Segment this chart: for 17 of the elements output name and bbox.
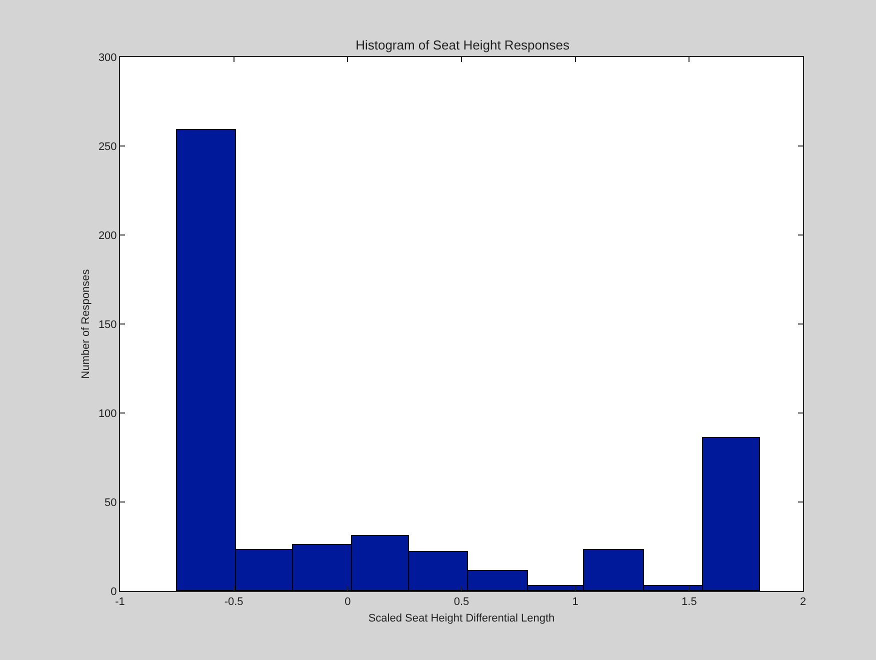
- y-tick-label: 200: [98, 230, 117, 242]
- x-tick-label: 1.5: [682, 596, 697, 608]
- y-tick-label: 150: [98, 318, 117, 331]
- x-tick-label: -0.5: [224, 596, 244, 608]
- y-tick-label: 250: [98, 140, 117, 153]
- y-tick-label: 100: [98, 408, 117, 420]
- y-axis-title: Number of Responses: [80, 268, 92, 379]
- x-tick-label: -1: [115, 596, 125, 608]
- x-tick-label: 0.5: [454, 596, 470, 608]
- x-tick-label: 2: [800, 596, 806, 608]
- x-tick-label: 1: [572, 596, 578, 608]
- x-tick-label: 0: [344, 596, 351, 608]
- y-tick-label: 300: [98, 52, 117, 64]
- y-tick-label: 50: [104, 496, 117, 509]
- x-axis-title: Scaled Seat Height Differential Length: [368, 612, 555, 624]
- chart-title: Histogram of Seat Height Responses: [356, 38, 570, 52]
- y-tick-label: 0: [110, 586, 117, 598]
